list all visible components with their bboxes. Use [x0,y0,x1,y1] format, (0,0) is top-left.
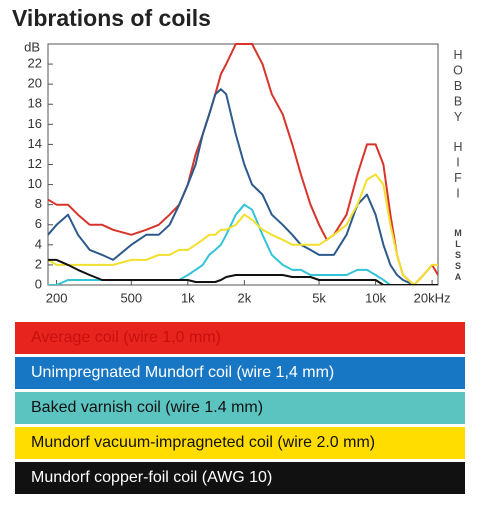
series-line [48,173,438,285]
y-tick-label: 18 [28,96,42,111]
legend-entry: Mundorf copper-foil coil (AWG 10) [15,462,465,494]
legend-entry: Average coil (wire 1,0 mm) [15,322,465,354]
y-axis-label: dB [24,39,40,54]
y-tick-label: 2 [35,256,42,271]
legend-entry: Baked varnish coil (wire 1.4 mm) [15,392,465,424]
y-tick-label: 4 [35,236,42,251]
x-tick-label: 20kHz [414,290,451,305]
y-tick-label: 12 [28,156,42,171]
x-tick-label: 5k [312,290,326,305]
chart-title: Vibrations of coils [12,5,211,31]
legend-entry: Mundorf vacuum-impragneted coil (wire 2.… [15,427,465,459]
y-tick-label: 0 [35,276,42,291]
x-tick-label: 2k [237,290,251,305]
x-tick-label: 10k [365,290,386,305]
series-line [48,43,438,285]
plot-frame [47,43,439,286]
y-tick-label: 10 [28,176,42,191]
legend-entry: Unimpregnated Mundorf coil (wire 1,4 mm) [15,357,465,389]
y-tick-label: 6 [35,216,42,231]
x-tick-label: 200 [46,290,68,305]
x-tick-label: 1k [181,290,195,305]
y-tick-label: 20 [28,76,42,91]
series-line [48,258,438,285]
y-tick-label: 16 [28,116,42,131]
y-tick-label: 8 [35,196,42,211]
side-label: HOBBY [451,48,465,126]
x-tick-label: 500 [120,290,142,305]
y-tick-label: 14 [28,136,42,151]
side-label: MLSSA [453,228,463,283]
series-line [48,88,438,285]
chart: Vibrations of coils dB 0 2 4 6 8 10 12 14 16 18 20… [12,5,465,305]
y-tick-label: 22 [28,56,42,71]
side-label: HIFI [451,140,465,202]
